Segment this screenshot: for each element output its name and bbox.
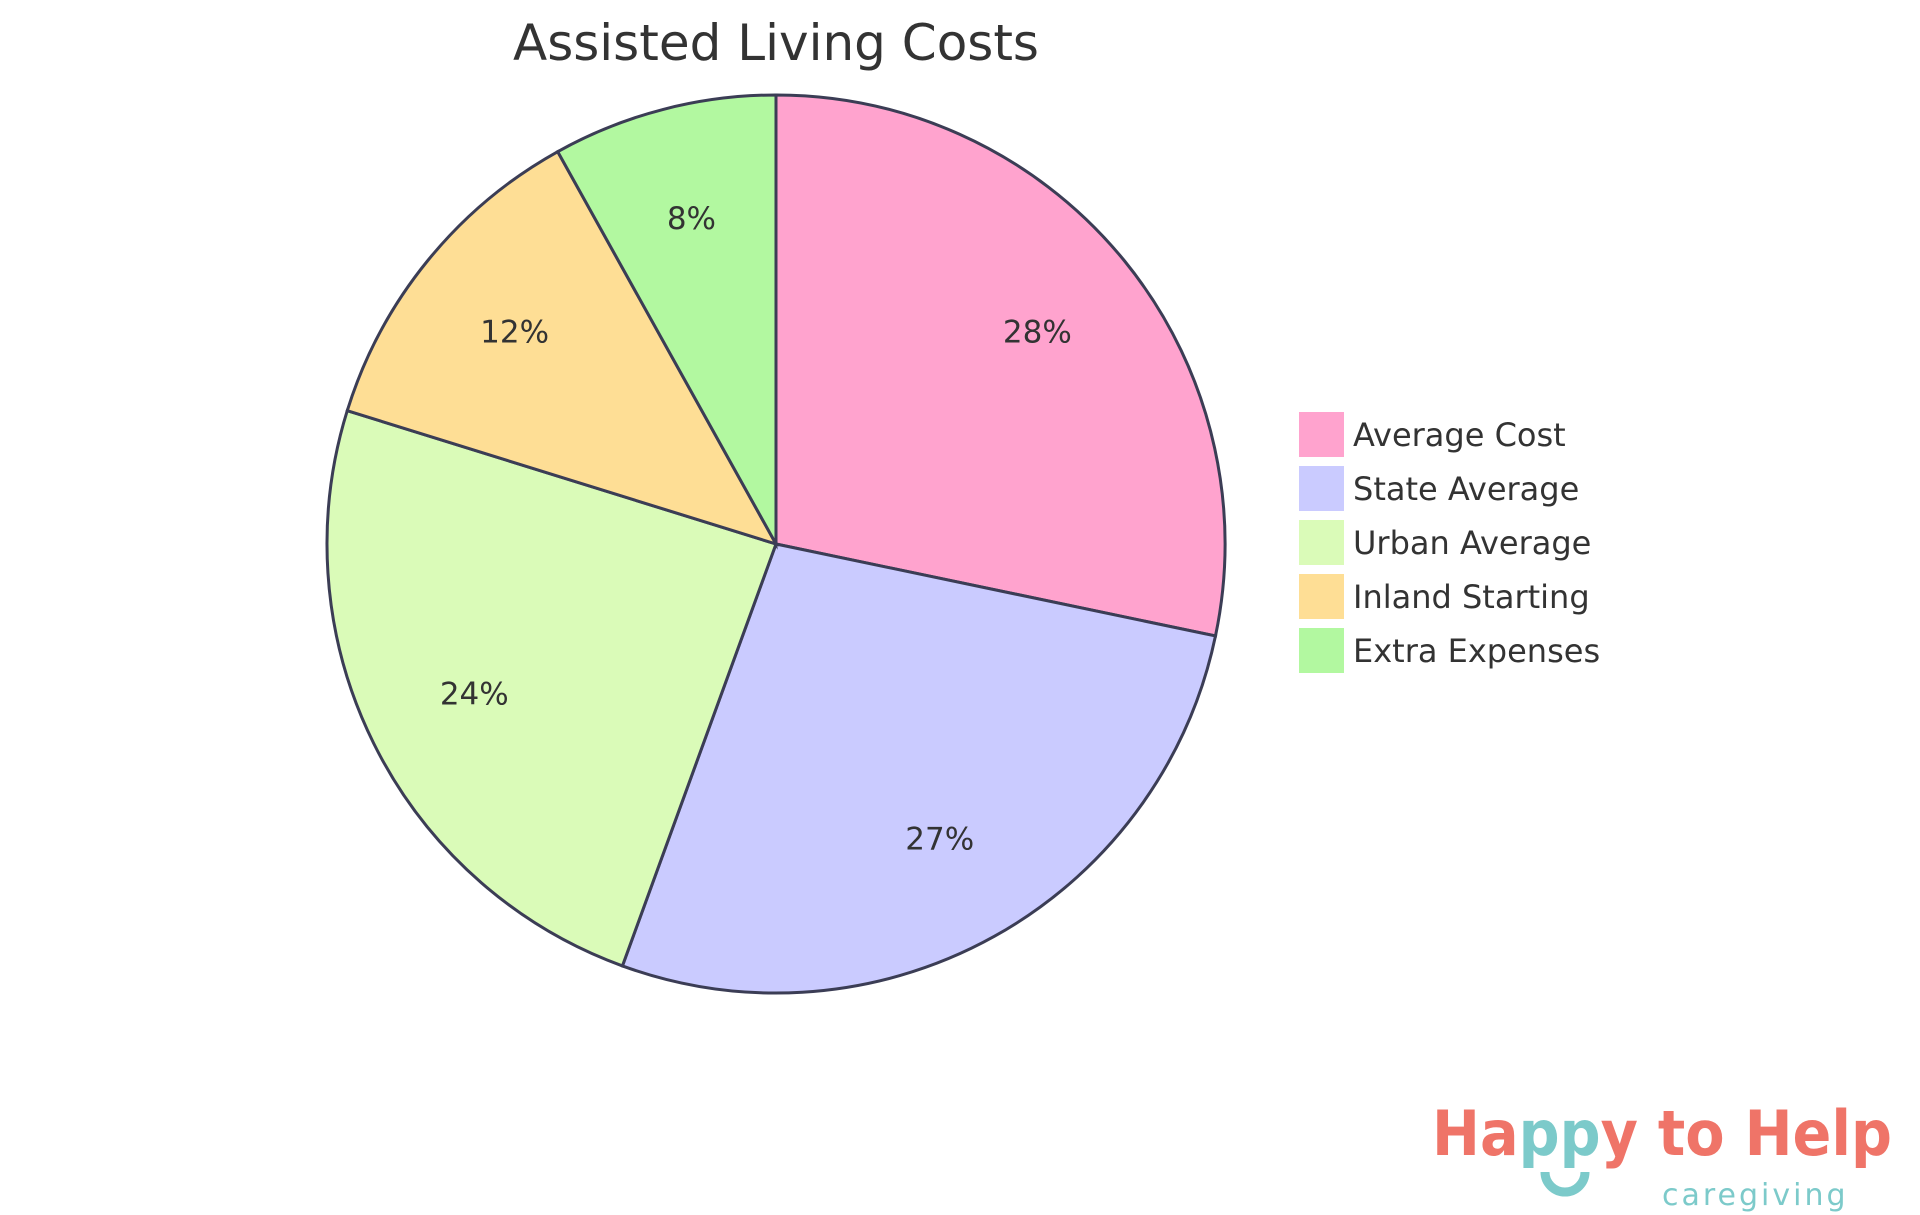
legend-swatch xyxy=(1299,574,1344,619)
pie-slice-state-average xyxy=(620,542,1218,995)
logo: Happy to Help caregiving xyxy=(1432,1097,1892,1213)
slice-data-label: 12% xyxy=(480,315,549,351)
legend-label: Average Cost xyxy=(1353,416,1566,454)
legend-label: Urban Average xyxy=(1353,524,1591,562)
pie-slice-extra-expenses xyxy=(555,93,778,550)
slice-data-label: 28% xyxy=(1003,315,1072,351)
chart-title: Assisted Living Costs xyxy=(513,14,1039,72)
logo-text: Happy to Help xyxy=(1432,1097,1892,1170)
slice-data-label: 27% xyxy=(905,821,974,857)
legend-swatch xyxy=(1299,520,1344,565)
legend-label: Inland Starting xyxy=(1353,578,1590,616)
legend-swatch xyxy=(1299,466,1344,511)
pie-slice-inland-starting xyxy=(345,149,780,547)
legend-swatch xyxy=(1299,628,1344,673)
slice-data-label: 8% xyxy=(667,201,716,237)
slice-data-label: 24% xyxy=(440,677,509,713)
pie-slice-average-cost xyxy=(774,93,1227,638)
smile-icon xyxy=(1540,1171,1590,1197)
pie-slice-urban-average xyxy=(325,408,778,968)
legend-swatch xyxy=(1299,412,1344,457)
legend-label: State Average xyxy=(1353,470,1579,508)
logo-subtext: caregiving xyxy=(1662,1178,1849,1213)
legend-label: Extra Expenses xyxy=(1353,632,1600,670)
